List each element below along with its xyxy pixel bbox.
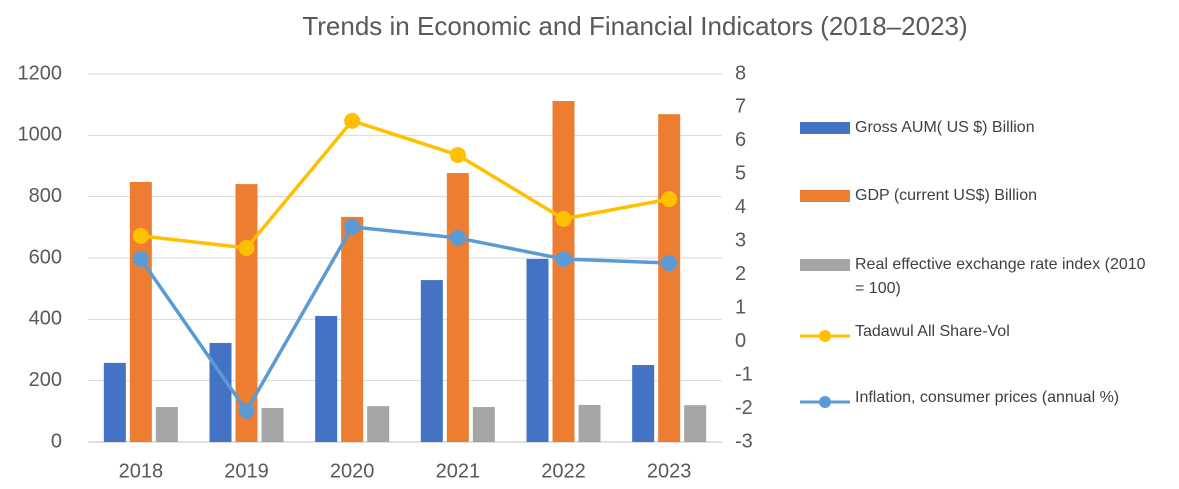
x-tick-label: 2020 <box>330 460 375 482</box>
legend-label: Real effective exchange rate index (2010… <box>855 256 1146 297</box>
y-tick-label: 600 <box>29 246 62 268</box>
y2-tick-label: -2 <box>735 397 753 419</box>
point <box>449 229 466 246</box>
bar <box>684 405 707 442</box>
y-tick-label: 800 <box>29 185 62 207</box>
y2-tick-label: 1 <box>735 296 746 318</box>
legend-line <box>800 330 850 342</box>
legend-swatch <box>800 259 850 271</box>
y2-tick-label: 4 <box>735 196 746 218</box>
legend-swatch <box>800 392 850 408</box>
legend-swatch <box>800 190 850 202</box>
x-tick-label: 2023 <box>647 460 692 482</box>
legend-label: Gross AUM( US $) Billion <box>855 119 1035 136</box>
bar <box>472 407 495 442</box>
y-tick-label: 1000 <box>18 124 63 146</box>
legend-label: Inflation, consumer prices (annual %) <box>855 389 1120 406</box>
y-tick-label: 0 <box>51 430 62 452</box>
legend-swatch <box>800 326 850 342</box>
bar <box>103 362 126 442</box>
legend-label: GDP (current US$) Billion <box>855 187 1037 204</box>
point <box>555 251 572 268</box>
point <box>555 210 572 227</box>
y2-tick-label: 5 <box>735 163 746 185</box>
bar <box>658 114 681 442</box>
point <box>344 218 361 235</box>
bar <box>446 173 469 442</box>
y2-tick-label: -3 <box>735 430 753 452</box>
point <box>661 255 678 272</box>
x-tick-label: 2021 <box>436 460 481 482</box>
bar <box>578 404 601 442</box>
line <box>140 118 670 250</box>
y-tick-label: 1200 <box>18 62 63 84</box>
bar <box>526 258 549 442</box>
chart-title: Trends in Economic and Financial Indicat… <box>302 11 967 41</box>
legend-label: Tadawul All Share-Vol <box>855 323 1010 340</box>
y2-tick-label: 0 <box>735 330 746 352</box>
bar <box>155 407 178 442</box>
x-tick-label: 2022 <box>541 460 586 482</box>
point <box>661 191 678 208</box>
x-tick-label: 2018 <box>119 460 164 482</box>
y-tick-label: 200 <box>29 369 62 391</box>
bar <box>420 280 443 442</box>
y2-tick-label: 2 <box>735 263 746 285</box>
legend-line <box>800 396 850 408</box>
bar <box>129 181 152 443</box>
line <box>139 225 670 415</box>
y2-tick-label: 3 <box>735 230 746 252</box>
legend-swatch <box>800 122 850 134</box>
y2-tick-label: 8 <box>735 62 746 84</box>
point <box>449 146 466 163</box>
bar <box>261 407 284 442</box>
y2-tick-label: 7 <box>735 96 746 118</box>
y-tick-label: 400 <box>29 308 62 330</box>
bar <box>341 216 364 442</box>
bar <box>632 365 655 442</box>
point <box>344 112 361 129</box>
bar <box>367 406 390 442</box>
y2-tick-label: -1 <box>735 363 753 385</box>
point <box>132 251 149 268</box>
point <box>238 239 255 256</box>
bar <box>315 315 338 442</box>
y2-tick-label: 6 <box>735 129 746 151</box>
bar <box>209 342 232 442</box>
point <box>238 402 255 419</box>
x-tick-label: 2019 <box>224 460 269 482</box>
bar <box>552 100 575 442</box>
point <box>132 227 149 244</box>
